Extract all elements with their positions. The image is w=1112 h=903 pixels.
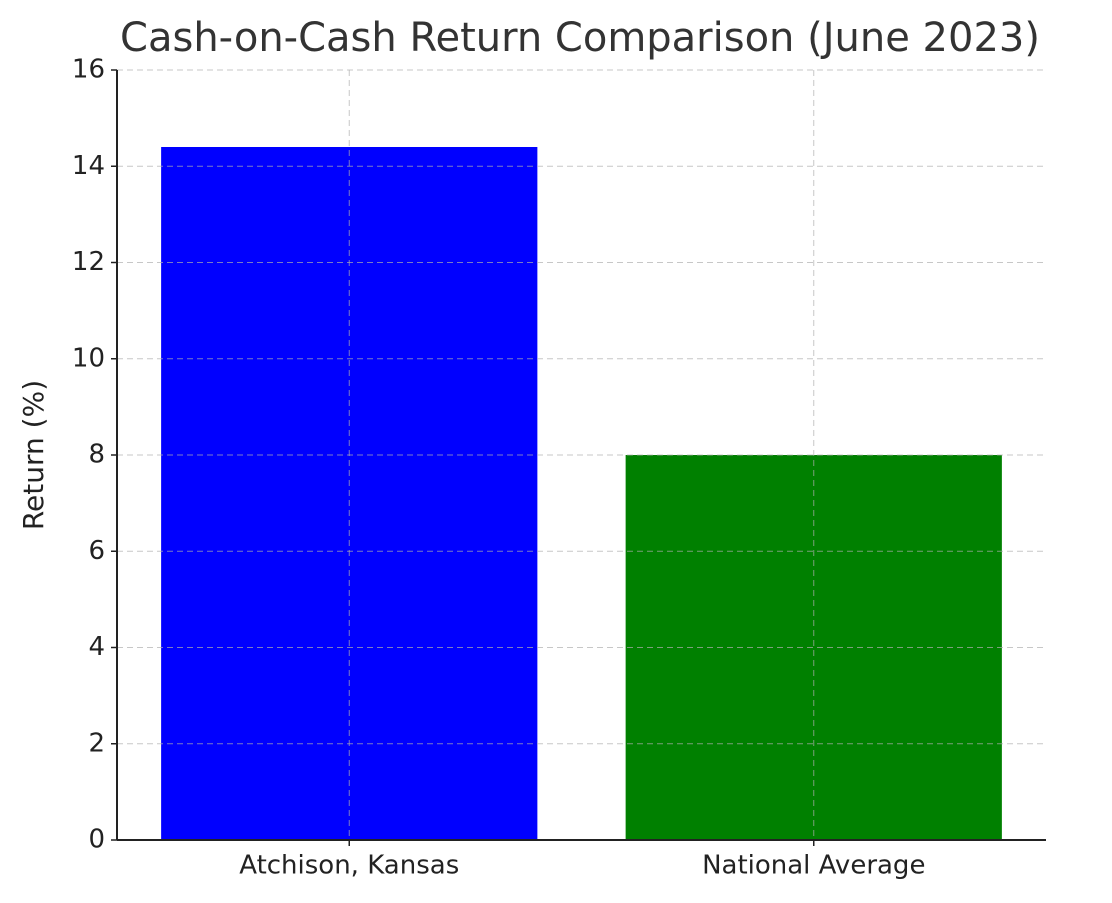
x-tick-label: National Average [702, 851, 925, 881]
y-tick-label: 10 [72, 343, 105, 373]
y-tick-label: 14 [72, 151, 105, 181]
y-tick-label: 8 [88, 440, 105, 470]
y-tick-label: 0 [88, 825, 105, 855]
y-tick-label: 6 [88, 536, 105, 566]
chart-title: Cash-on-Cash Return Comparison (June 202… [120, 15, 1040, 61]
x-tick-label: Atchison, Kansas [239, 851, 459, 881]
y-tick-label: 2 [88, 728, 105, 758]
y-tick-label: 12 [72, 247, 105, 277]
y-tick-label: 16 [72, 55, 105, 85]
y-axis-label: Return (%) [17, 380, 50, 530]
y-tick-label: 4 [88, 632, 105, 662]
